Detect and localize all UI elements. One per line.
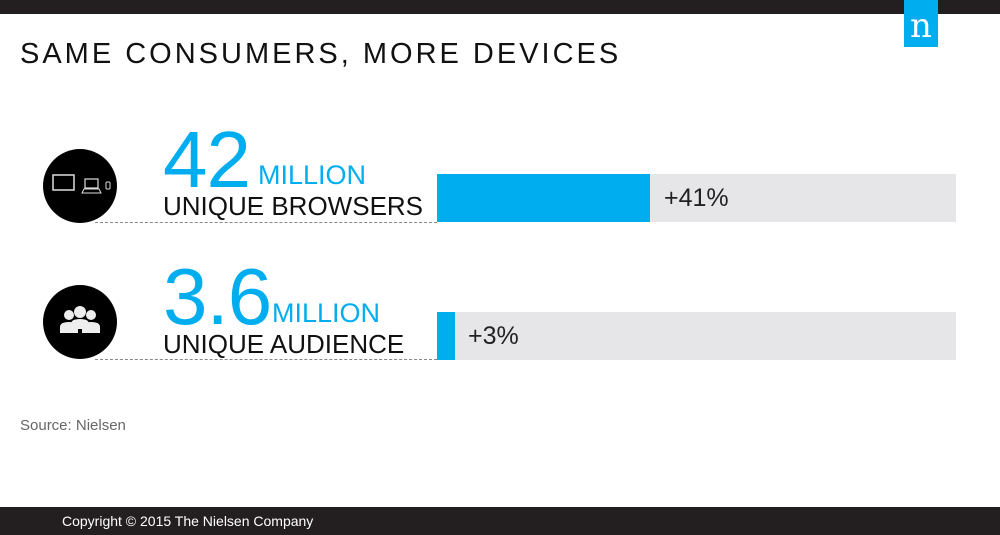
nielsen-logo: n: [904, 0, 938, 47]
browsers-growth: +41%: [664, 184, 729, 212]
browsers-label: UNIQUE BROWSERS: [163, 191, 424, 221]
copyright: Copyright © 2015 The Nielsen Company: [62, 513, 314, 529]
top-bar: [0, 0, 1000, 14]
audience-label: UNIQUE AUDIENCE: [163, 329, 405, 359]
audience-icon: [43, 285, 117, 359]
source-note: Source: Nielsen: [20, 417, 126, 434]
page-title: SAME CONSUMERS, MORE DEVICES: [20, 38, 622, 70]
audience-growth: +3%: [468, 322, 519, 350]
bar-track-browsers: +41%: [437, 174, 956, 222]
audience-unit: MILLION: [272, 298, 381, 328]
footer-bar: Copyright © 2015 The Nielsen Company: [0, 507, 1000, 535]
divider: [95, 222, 437, 223]
browsers-value: 42: [163, 115, 251, 204]
audience-value: 3.6: [163, 252, 272, 341]
browsers-unit: MILLION: [258, 160, 367, 190]
devices-icon: [43, 149, 117, 223]
bar-track-audience: +3%: [437, 312, 956, 360]
bar-audience: [437, 312, 456, 360]
bar-browsers: [437, 174, 650, 222]
divider: [95, 359, 437, 360]
